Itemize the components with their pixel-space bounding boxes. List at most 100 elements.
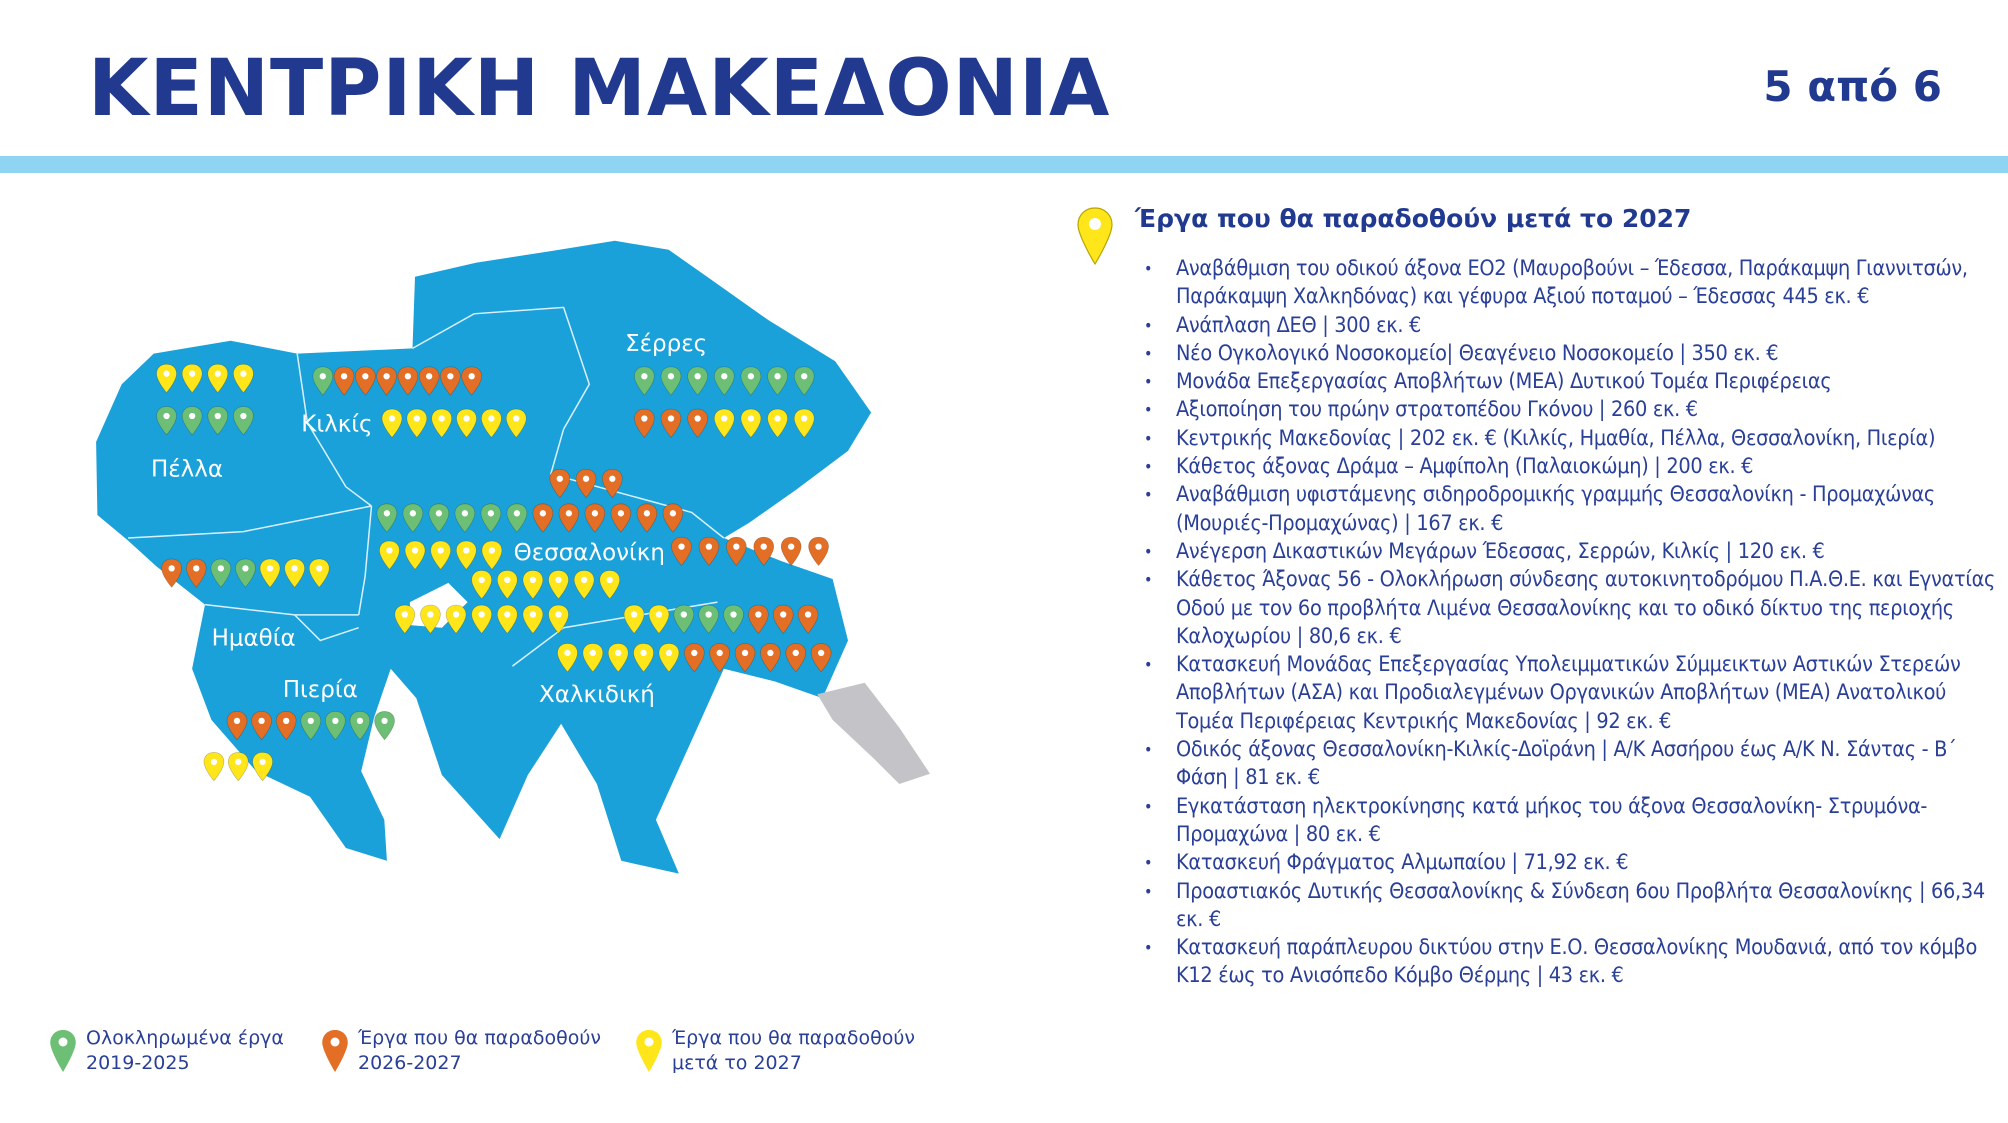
map-pin-icon[interactable] [325, 711, 346, 741]
map-pin-icon[interactable] [687, 408, 708, 438]
map-pin-icon[interactable] [673, 604, 695, 634]
map-pin-icon[interactable] [810, 643, 832, 673]
map-pin-icon[interactable] [251, 711, 272, 741]
map-pin-icon[interactable] [723, 604, 744, 634]
map-pin-icon[interactable] [381, 408, 403, 438]
map-pin-icon[interactable] [496, 570, 518, 600]
map-pin-icon[interactable] [376, 503, 398, 533]
map-pin-icon[interactable] [233, 363, 254, 394]
map-pin-icon[interactable] [471, 604, 492, 634]
map-pin-icon[interactable] [156, 406, 177, 436]
map-pin-icon[interactable] [740, 366, 762, 396]
map-pin-icon[interactable] [662, 503, 684, 533]
map-pin-icon[interactable] [713, 408, 735, 438]
map-pin-icon[interactable] [496, 604, 518, 634]
map-pin-icon[interactable] [418, 366, 440, 396]
map-pin-icon[interactable] [445, 604, 467, 634]
map-pin-icon[interactable] [687, 366, 708, 396]
map-pin-icon[interactable] [734, 643, 756, 673]
map-pin-icon[interactable] [584, 503, 606, 533]
map-pin-icon[interactable] [207, 363, 229, 394]
map-pin-icon[interactable] [394, 604, 416, 634]
map-pin-icon[interactable] [557, 643, 578, 673]
map-pin-icon[interactable] [780, 536, 802, 567]
map-pin-icon[interactable] [607, 643, 629, 673]
map-pin-icon[interactable] [726, 536, 747, 567]
map-pin-icon[interactable] [226, 711, 248, 741]
map-pin-icon[interactable] [532, 503, 554, 533]
map-pin-icon[interactable] [740, 408, 762, 438]
map-pin-icon[interactable] [252, 752, 273, 782]
map-pin-icon[interactable] [558, 503, 580, 533]
map-pin-icon[interactable] [684, 643, 705, 673]
map-pin-icon[interactable] [355, 366, 376, 396]
map-pin-icon[interactable] [420, 604, 441, 634]
map-pin-icon[interactable] [308, 558, 330, 588]
map-pin-icon[interactable] [797, 604, 819, 634]
map-pin-icon[interactable] [379, 540, 400, 570]
map-pin-icon[interactable] [785, 643, 807, 673]
map-pin-icon[interactable] [235, 558, 256, 588]
map-pin-icon[interactable] [760, 643, 781, 673]
map-pin-icon[interactable] [374, 711, 395, 741]
map-pin-icon[interactable] [698, 536, 720, 567]
map-pin-icon[interactable] [753, 536, 775, 567]
map-pin-icon[interactable] [397, 366, 419, 396]
map-pin-icon[interactable] [430, 540, 451, 570]
map-pin-icon[interactable] [185, 558, 207, 588]
map-pin-icon[interactable] [549, 468, 571, 499]
map-pin-icon[interactable] [505, 408, 527, 438]
map-pin-icon[interactable] [284, 558, 305, 588]
map-pin-icon[interactable] [402, 503, 424, 533]
map-pin-icon[interactable] [713, 366, 735, 396]
map-pin-icon[interactable] [404, 540, 426, 570]
map-pin-icon[interactable] [440, 366, 461, 396]
map-pin-icon[interactable] [481, 540, 503, 570]
map-pin-icon[interactable] [602, 468, 623, 499]
map-pin-icon[interactable] [634, 408, 655, 438]
map-pin-icon[interactable] [156, 363, 177, 394]
map-pin-icon[interactable] [471, 570, 492, 600]
map-pin-icon[interactable] [275, 711, 297, 741]
map-pin-icon[interactable] [233, 406, 254, 436]
map-pin-icon[interactable] [480, 503, 502, 533]
map-pin-icon[interactable] [259, 558, 281, 588]
map-pin-icon[interactable] [455, 540, 477, 570]
map-pin-icon[interactable] [548, 604, 569, 634]
map-pin-icon[interactable] [181, 363, 203, 394]
map-pin-icon[interactable] [709, 643, 730, 673]
map-pin-icon[interactable] [793, 366, 815, 396]
map-pin-icon[interactable] [227, 752, 249, 782]
map-pin-icon[interactable] [772, 604, 794, 634]
map-pin-icon[interactable] [312, 366, 334, 396]
map-pin-icon[interactable] [207, 406, 229, 436]
map-pin-icon[interactable] [748, 604, 769, 634]
map-pin-icon[interactable] [636, 503, 658, 533]
map-pin-icon[interactable] [481, 408, 502, 438]
map-pin-icon[interactable] [793, 408, 815, 438]
map-pin-icon[interactable] [300, 711, 322, 741]
map-pin-icon[interactable] [767, 366, 788, 396]
map-pin-icon[interactable] [203, 752, 225, 782]
map-pin-icon[interactable] [333, 366, 355, 396]
map-pin-icon[interactable] [406, 408, 428, 438]
map-pin-icon[interactable] [461, 366, 482, 396]
map-pin-icon[interactable] [548, 570, 569, 600]
map-pin-icon[interactable] [582, 643, 604, 673]
map-pin-icon[interactable] [573, 570, 595, 600]
map-pin-icon[interactable] [808, 536, 829, 567]
map-pin-icon[interactable] [210, 558, 232, 588]
map-pin-icon[interactable] [660, 408, 682, 438]
map-pin-icon[interactable] [575, 468, 597, 499]
map-pin-icon[interactable] [633, 643, 654, 673]
map-pin-icon[interactable] [610, 503, 632, 533]
map-pin-icon[interactable] [634, 366, 655, 396]
map-pin-icon[interactable] [767, 408, 788, 438]
map-pin-icon[interactable] [506, 503, 528, 533]
map-pin-icon[interactable] [161, 558, 182, 588]
map-pin-icon[interactable] [454, 503, 476, 533]
map-pin-icon[interactable] [522, 604, 544, 634]
map-pin-icon[interactable] [431, 408, 452, 438]
map-pin-icon[interactable] [660, 366, 682, 396]
map-pin-icon[interactable] [648, 604, 670, 634]
